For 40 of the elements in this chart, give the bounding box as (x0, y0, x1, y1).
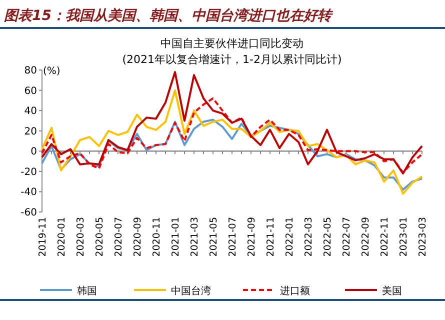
y-axis-title: (%) (43, 66, 60, 77)
x-tick-label: 2022-07 (342, 217, 352, 257)
y-tick-label: 20 (24, 126, 37, 138)
line-series (41, 89, 423, 195)
x-tick-label: 2020-01 (56, 217, 68, 257)
x-tick-label: 2022-11 (380, 217, 390, 257)
x-tick-label: 2023-03 (418, 217, 428, 257)
y-tick-label: 80 (24, 66, 37, 76)
y-tick-label: -40 (20, 187, 37, 198)
text: (2021年以复合增速计，1-2月以累计同比计) (122, 53, 342, 66)
legend-label: 中国台湾 (171, 285, 211, 297)
y-tick-label: -60 (20, 208, 37, 218)
y-tick-label: 40 (24, 106, 37, 118)
x-tick-label: 2023-01 (398, 217, 410, 257)
x-tick-label: 2022-09 (360, 217, 372, 257)
legend-label: 进口额 (280, 285, 310, 297)
x-tick-label: 2020-03 (76, 217, 86, 257)
x-tick-label: 2020-07 (114, 217, 124, 257)
y-tick-label: -20 (20, 166, 37, 178)
x-tick-label: 2021-07 (228, 217, 238, 257)
x-tick-label: 2021-01 (170, 217, 182, 257)
x-tick-label: 2022-01 (284, 217, 296, 257)
x-tick-label: 2021-09 (246, 217, 258, 257)
line-series (41, 118, 423, 191)
x-tick-label: 2021-11 (266, 217, 276, 257)
chart-subtitle: 中国自主要伙伴进口同比变动 (160, 37, 304, 50)
x-tick-label: 2022-03 (304, 217, 314, 257)
legend-label: 韩国 (77, 285, 97, 297)
chart-title: 图表15：我国从美国、韩国、中国台湾进口也在好转 (4, 7, 334, 24)
x-tick-label: 2022-05 (322, 217, 334, 257)
y-tick-label: 60 (24, 86, 37, 97)
line-series (41, 97, 423, 174)
x-tick-label: 2019-11 (38, 217, 48, 257)
legend-label: 美国 (382, 285, 402, 297)
x-tick-label: 2021-03 (190, 217, 200, 257)
x-tick-label: 2020-05 (94, 217, 106, 257)
y-tick-label: 0 (30, 146, 37, 158)
x-tick-label: 2021-05 (208, 217, 220, 257)
x-tick-label: 2020-09 (132, 217, 144, 257)
x-tick-label: 2020-11 (152, 217, 162, 257)
